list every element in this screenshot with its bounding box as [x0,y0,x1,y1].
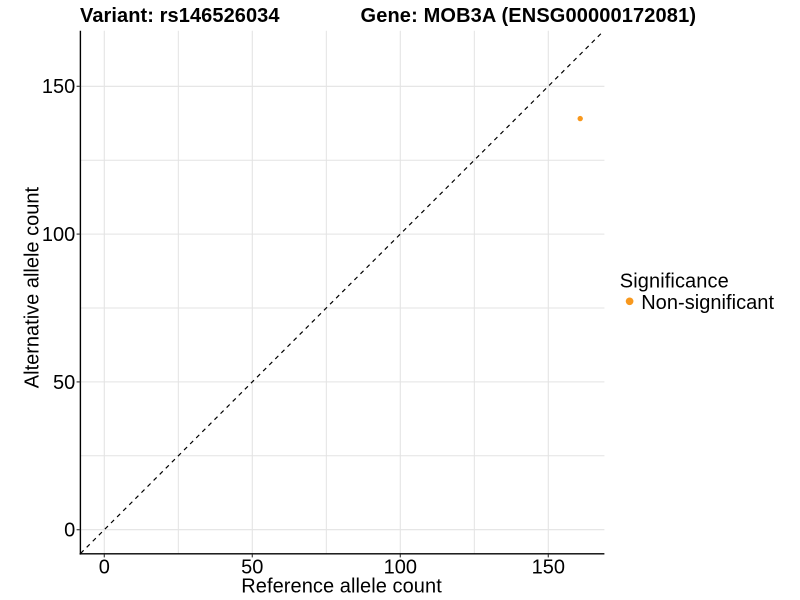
svg-text:Variant: rs146526034: Variant: rs146526034 [80,5,280,27]
svg-text:50: 50 [53,372,75,394]
svg-text:0: 0 [99,557,110,579]
svg-text:Reference allele count: Reference allele count [241,576,442,598]
svg-text:Gene: MOB3A (ENSG00000172081): Gene: MOB3A (ENSG00000172081) [361,5,697,27]
svg-text:Non-significant: Non-significant [641,292,774,314]
svg-text:150: 150 [532,557,565,579]
svg-text:100: 100 [42,224,75,246]
svg-text:50: 50 [241,557,263,579]
svg-text:Alternative allele count: Alternative allele count [22,187,44,389]
svg-text:150: 150 [42,76,75,98]
svg-text:Significance: Significance [620,271,729,293]
svg-text:0: 0 [64,520,75,542]
svg-text:100: 100 [384,557,417,579]
